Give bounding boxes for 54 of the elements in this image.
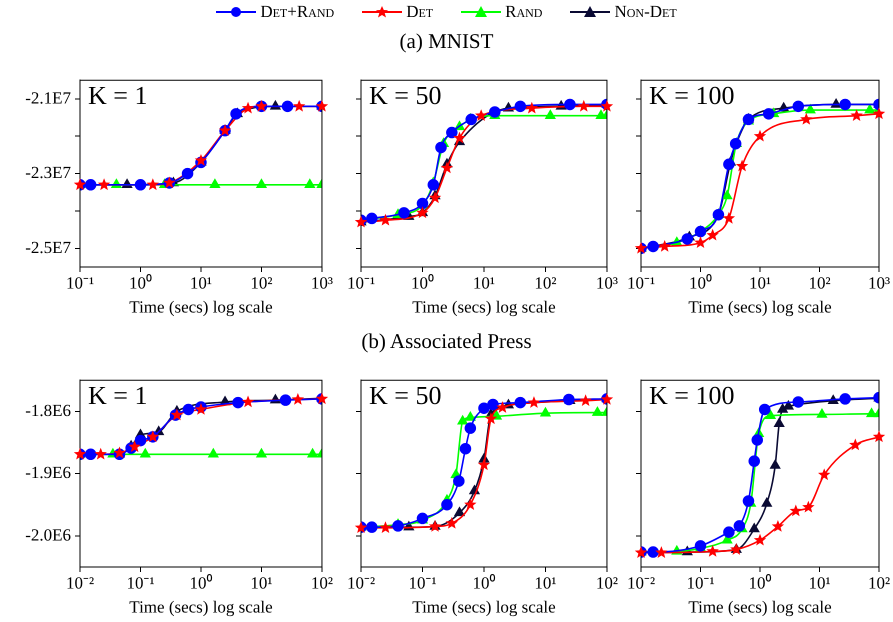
x-tick-label: 10⁻² [626,574,656,593]
x-tick-label: 10⁻² [346,574,376,593]
x-axis-title: Time (secs) log scale [688,597,832,616]
y-tick-label: -1.8E6 [25,400,71,420]
legend-label: Det [406,2,434,22]
chart-title: (a) MNIST [398,29,494,54]
x-axis-title: Time (secs) log scale [129,297,273,316]
x-tick-label: 10⁰ [410,274,434,293]
x-tick-label: 10⁰ [748,574,772,593]
x-axis-title: Time (secs) log scale [129,597,273,616]
x-tick-label: 10¹ [534,574,557,593]
x-tick-label: 10² [808,274,831,293]
legend-label: Non-Det [614,2,677,22]
x-tick-label: 10¹ [250,574,273,593]
x-axis-title: Time (secs) log scale [688,297,832,316]
x-tick-label: 10³ [310,274,334,293]
x-tick-label: 10⁻¹ [126,574,155,593]
x-tick-label: 10⁻¹ [66,274,94,293]
x-tick-label: 10⁰ [472,574,496,593]
legend-label: Rand [505,2,542,22]
x-axis-title: Time (secs) log scale [412,597,556,616]
x-tick-label: 10² [868,574,890,593]
x-tick-label: 10⁻¹ [686,574,715,593]
y-tick-label: -2.3E7 [25,163,72,182]
x-tick-label: 10¹ [190,274,212,293]
x-tick-label: 10¹ [472,274,496,293]
x-tick-label: 10¹ [748,274,772,293]
x-axis-title: Time (secs) log scale [412,297,556,316]
x-tick-label: 10² [534,274,557,293]
x-tick-label: 10² [310,574,334,593]
annotation: K = 100 [649,81,734,110]
y-tick-label: -2.5E7 [25,238,72,257]
annotation: K = 1 [88,381,148,410]
y-tick-label: -2.1E7 [25,88,72,108]
x-tick-label: 10³ [868,274,890,293]
x-tick-label: 10² [596,574,618,593]
y-tick-label: -1.9E6 [25,463,71,482]
chart-title: (b) Associated Press [360,329,533,354]
x-tick-label: 10⁻¹ [626,274,656,293]
x-tick-label: 10⁻² [66,574,94,593]
annotation: K = 50 [369,81,442,110]
x-tick-label: 10⁻¹ [408,574,437,593]
annotation: K = 1 [88,81,148,110]
x-tick-label: 10² [250,274,273,293]
x-tick-label: 10⁰ [128,274,152,293]
y-tick-label: -2.0E6 [25,525,71,544]
x-tick-label: 10⁰ [189,574,212,593]
legend-label: Det+Rand [260,2,334,22]
x-tick-label: 10³ [596,274,618,293]
x-tick-label: 10⁰ [689,274,712,293]
annotation: K = 50 [369,381,442,410]
x-tick-label: 10¹ [808,574,831,593]
annotation: K = 100 [649,381,734,410]
x-tick-label: 10⁻¹ [346,274,376,293]
